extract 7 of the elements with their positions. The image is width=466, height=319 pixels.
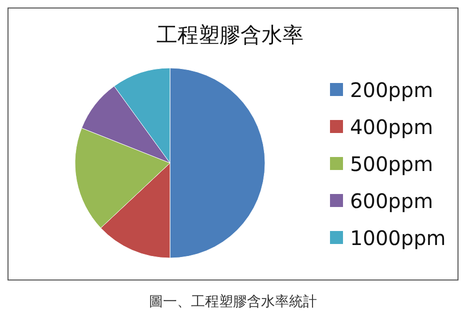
- legend-label: 600ppm: [350, 189, 434, 213]
- text: 圖一、工程塑膠含水率統計: [149, 294, 317, 310]
- legend-label: 200ppm: [350, 78, 434, 102]
- legend-label: 400ppm: [350, 115, 434, 139]
- chart-title: 工程塑膠含水率: [156, 23, 304, 47]
- legend-label: 500ppm: [350, 152, 434, 176]
- legend-label: 1000ppm: [350, 226, 446, 250]
